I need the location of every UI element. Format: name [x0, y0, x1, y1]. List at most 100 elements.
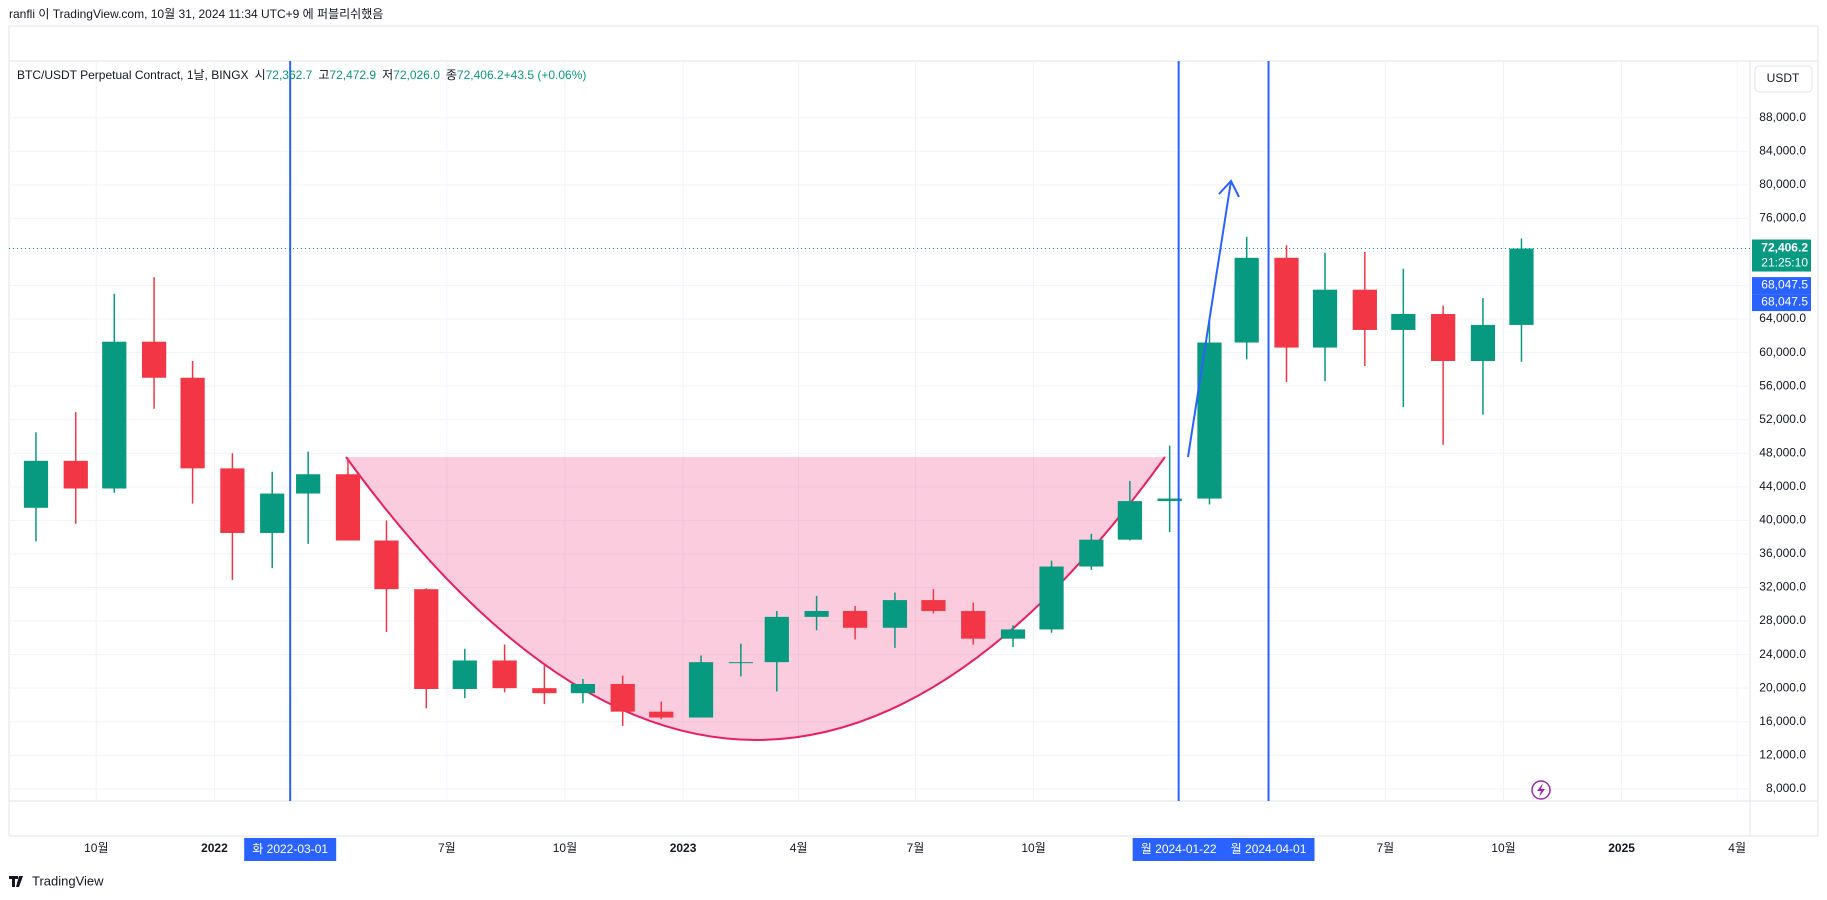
candle-body	[882, 600, 908, 628]
ohlc-prefix: 고	[318, 68, 329, 82]
candles	[23, 236, 1534, 726]
marker-date-label: 월 2024-01-22	[1141, 842, 1217, 856]
brand-logo	[9, 876, 23, 887]
y-tick-label: 8,000.0	[1766, 781, 1806, 795]
y-tick-label: 44,000.0	[1759, 479, 1806, 493]
y-tick-label: 64,000.0	[1759, 311, 1806, 325]
candle-body	[1352, 289, 1377, 330]
last-price-label: 72,406.2	[1761, 241, 1808, 255]
candle-body	[688, 662, 714, 718]
marker-date-label: 월 2024-04-01	[1231, 842, 1307, 856]
alert-bolt	[1537, 783, 1545, 797]
currency-button[interactable]	[1754, 65, 1813, 93]
last-price-box	[1752, 239, 1811, 272]
candle-body	[804, 610, 829, 617]
candle-body	[842, 610, 868, 628]
candle-body	[570, 683, 596, 694]
x-tick-label: 4월	[790, 841, 808, 855]
ohlc-value: 72,406.2	[457, 68, 504, 82]
candle-body	[141, 341, 167, 378]
candle-body	[1470, 324, 1496, 361]
candle-body	[102, 341, 127, 489]
x-tick-label: 7월	[907, 841, 925, 855]
grid	[9, 61, 1750, 801]
y-tick-label: 56,000.0	[1759, 378, 1806, 392]
candle-body	[1509, 248, 1534, 325]
y-tick-label: 16,000.0	[1759, 714, 1806, 728]
ohlc-value: 72,472.9	[329, 68, 376, 82]
candle-body	[220, 468, 245, 533]
y-tick-label: 20,000.0	[1759, 680, 1806, 694]
candle-body	[728, 662, 753, 664]
x-tick-label: 2023	[670, 841, 697, 855]
candle-body	[610, 683, 635, 712]
indicator-label: 68,047.5	[1761, 277, 1808, 291]
indicator-box	[1752, 277, 1811, 295]
marker-date-box	[244, 838, 337, 861]
y-tick-label: 12,000.0	[1759, 747, 1806, 761]
candle-body	[335, 474, 361, 541]
candle-body	[180, 377, 205, 469]
y-tick-label: 24,000.0	[1759, 647, 1806, 661]
x-tick-label: 7월	[1377, 841, 1395, 855]
x-tick-label: 10월	[553, 841, 577, 855]
candle-body	[1234, 257, 1259, 343]
candle-body	[1117, 501, 1142, 540]
candle-body	[23, 460, 49, 508]
y-tick-label: 32,000.0	[1759, 580, 1806, 594]
ohlc-value: 72,026.0	[393, 68, 440, 82]
currency-label: USDT	[1767, 71, 1800, 85]
x-tick-label: 4월	[1728, 841, 1746, 855]
candle-body	[374, 540, 399, 590]
arrow-line	[1187, 180, 1232, 458]
candle-body	[921, 600, 946, 611]
x-tick-label: 2022	[201, 841, 228, 855]
candle-body	[296, 474, 321, 494]
candle-body	[1391, 314, 1416, 330]
y-tick-label: 52,000.0	[1759, 412, 1806, 426]
brand-mark	[9, 876, 23, 887]
candle-body	[532, 688, 557, 694]
legend: BTC/USDT Perpetual Contract, 1날, BINGX 시7…	[17, 68, 586, 82]
ohlc-prefix: 시	[255, 68, 266, 82]
marker-date-box	[1132, 838, 1225, 861]
publisher-line: ranfli 이 TradingView.com, 10월 31, 2024 1…	[9, 7, 383, 21]
x-tick-label: 10월	[1021, 841, 1045, 855]
candle-body	[961, 610, 986, 639]
x-tick-label: 7월	[438, 841, 456, 855]
ohlc-value: +43.5 (+0.06%)	[504, 68, 587, 82]
y-tick-label: 48,000.0	[1759, 445, 1806, 459]
y-tick-label: 84,000.0	[1759, 143, 1806, 157]
candle-body	[492, 660, 517, 689]
arrow-head	[1218, 179, 1240, 198]
x-tick-label: 10월	[84, 841, 108, 855]
ohlc-prefix: 저	[382, 68, 393, 82]
y-tick-label: 76,000.0	[1759, 211, 1806, 225]
marker-date-label: 화 2022-03-01	[252, 842, 328, 856]
y-tick-label: 40,000.0	[1759, 513, 1806, 527]
ohlc-prefix: 종	[446, 68, 457, 82]
candle-body	[1431, 314, 1456, 361]
x-tick-label: 10월	[1491, 841, 1515, 855]
overlay	[9, 61, 1750, 801]
candle-body	[1157, 498, 1182, 502]
candle-body	[1000, 629, 1026, 639]
y-tick-label: 60,000.0	[1759, 345, 1806, 359]
candle-body	[452, 660, 477, 690]
x-tick-label: 2025	[1608, 841, 1635, 855]
candle-body	[260, 493, 285, 533]
symbol-legend: BTC/USDT Perpetual Contract, 1날, BINGX 시7…	[17, 68, 586, 82]
ohlc-value: 72,362.7	[266, 68, 313, 82]
indicator-box	[1752, 294, 1811, 312]
indicator-label: 68,047.5	[1761, 294, 1808, 308]
countdown-label: 21:25:10	[1761, 256, 1808, 270]
y-tick-label: 88,000.0	[1759, 110, 1806, 124]
candle-body	[1079, 539, 1104, 567]
y-tick-label: 28,000.0	[1759, 613, 1806, 627]
y-tick-label: 36,000.0	[1759, 546, 1806, 560]
brand-name: TradingView	[32, 873, 104, 888]
candle-body	[63, 460, 88, 489]
candle-body	[764, 616, 789, 663]
